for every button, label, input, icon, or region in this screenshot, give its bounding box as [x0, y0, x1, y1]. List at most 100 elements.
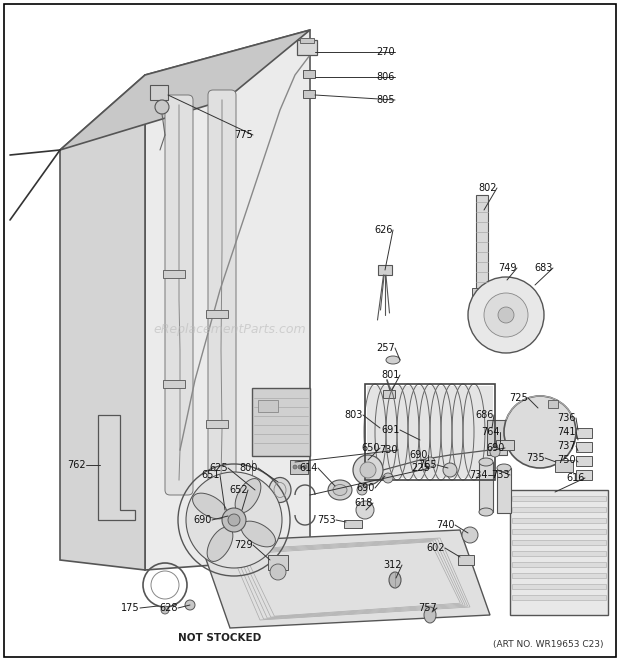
Bar [479, 462, 493, 512]
Text: 312: 312 [384, 560, 402, 570]
Ellipse shape [479, 508, 493, 516]
Text: 651: 651 [202, 470, 220, 480]
Ellipse shape [479, 458, 493, 466]
Text: 734: 734 [469, 470, 488, 480]
Text: 175: 175 [122, 603, 140, 613]
Bar [576, 442, 592, 452]
Ellipse shape [235, 479, 261, 513]
Text: 803: 803 [345, 410, 363, 420]
Circle shape [228, 514, 240, 526]
Text: 257: 257 [376, 343, 395, 353]
Text: 725: 725 [509, 393, 528, 403]
Circle shape [161, 606, 169, 614]
Ellipse shape [504, 396, 576, 468]
Bar [163, 380, 185, 388]
Bar [300, 38, 314, 43]
Text: 628: 628 [159, 603, 178, 613]
Text: 625: 625 [210, 463, 228, 473]
Text: 736: 736 [557, 413, 576, 423]
Ellipse shape [424, 607, 436, 623]
Text: 750: 750 [557, 455, 576, 465]
Text: 683: 683 [534, 263, 553, 273]
Circle shape [303, 465, 307, 469]
Bar [512, 595, 606, 600]
Circle shape [490, 447, 500, 457]
FancyBboxPatch shape [165, 95, 193, 495]
Bar [378, 265, 392, 275]
Circle shape [383, 473, 393, 483]
Circle shape [155, 100, 169, 114]
Circle shape [498, 307, 514, 323]
Text: 690: 690 [487, 443, 505, 453]
Text: 652: 652 [229, 485, 248, 495]
Text: 765: 765 [418, 460, 437, 470]
Ellipse shape [207, 527, 233, 561]
Bar [497, 468, 511, 513]
Bar [576, 456, 592, 466]
Text: 690: 690 [193, 515, 212, 525]
Text: eReplacementParts.com: eReplacementParts.com [154, 323, 306, 336]
Polygon shape [145, 30, 310, 570]
Bar [510, 490, 608, 615]
Text: 650: 650 [361, 443, 380, 453]
Bar [576, 428, 592, 438]
Polygon shape [200, 530, 490, 628]
Text: 602: 602 [427, 543, 445, 553]
Circle shape [484, 293, 528, 337]
Circle shape [468, 277, 544, 353]
Bar [548, 400, 558, 408]
Bar [512, 518, 606, 523]
Text: 733: 733 [492, 470, 510, 480]
Circle shape [185, 600, 195, 610]
Bar [303, 70, 315, 78]
Bar [206, 310, 228, 318]
Bar [290, 460, 308, 474]
Ellipse shape [193, 493, 227, 519]
Bar [206, 420, 228, 428]
Circle shape [425, 457, 435, 467]
Text: 618: 618 [355, 498, 373, 508]
Polygon shape [98, 415, 135, 520]
Text: 614: 614 [299, 463, 318, 473]
Text: 690: 690 [356, 483, 375, 493]
Text: 225: 225 [411, 463, 430, 473]
FancyBboxPatch shape [208, 90, 236, 490]
Circle shape [186, 472, 282, 568]
Text: 753: 753 [317, 515, 336, 525]
Circle shape [360, 462, 376, 478]
Bar [383, 390, 395, 398]
Text: 270: 270 [376, 47, 395, 57]
Bar [268, 555, 288, 570]
Text: 729: 729 [234, 540, 253, 550]
Bar [246, 490, 268, 520]
Circle shape [270, 564, 286, 580]
Text: 737: 737 [557, 441, 576, 451]
Bar [367, 386, 493, 478]
Circle shape [357, 485, 367, 495]
Text: 730: 730 [379, 445, 398, 455]
Text: 775: 775 [234, 130, 253, 140]
Bar [555, 460, 573, 472]
Circle shape [443, 463, 457, 477]
Bar [365, 384, 495, 480]
Bar [258, 400, 278, 412]
Polygon shape [60, 75, 145, 570]
Text: 686: 686 [476, 410, 494, 420]
Ellipse shape [386, 356, 400, 364]
Circle shape [356, 501, 374, 519]
Bar [344, 520, 362, 528]
Text: 690: 690 [410, 450, 428, 460]
Circle shape [293, 465, 297, 469]
Bar [512, 496, 606, 501]
Text: 616: 616 [567, 473, 585, 483]
Ellipse shape [497, 464, 511, 472]
Bar [512, 584, 606, 589]
Text: 741: 741 [557, 427, 576, 437]
Bar [512, 562, 606, 567]
Text: 805: 805 [376, 95, 395, 105]
Ellipse shape [241, 521, 275, 547]
Bar [163, 270, 185, 278]
Bar [512, 507, 606, 512]
Bar [297, 40, 317, 55]
Bar [496, 440, 514, 450]
